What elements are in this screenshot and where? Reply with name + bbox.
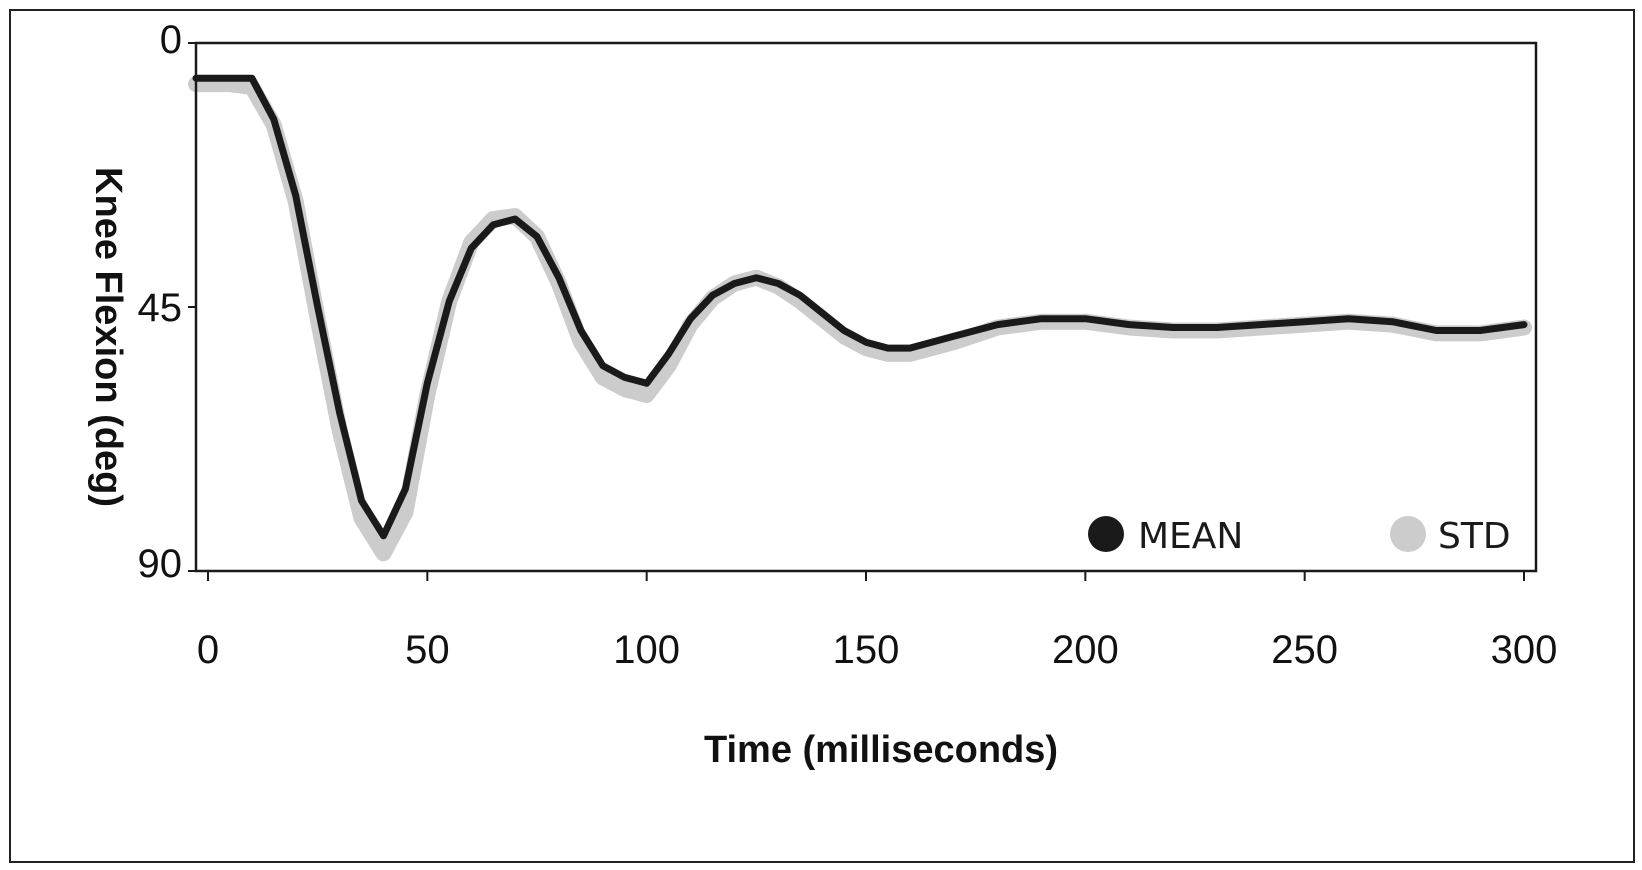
x-tick-label: 100 [613, 628, 680, 672]
x-axis-label: Time (milliseconds) [704, 729, 1058, 771]
legend-mean-marker [1088, 516, 1124, 552]
y-tick-label: 90 [138, 542, 183, 586]
legend-std-label: STD [1438, 516, 1511, 557]
x-tick-label: 150 [833, 628, 900, 672]
y-tick-label: 45 [138, 286, 183, 330]
y-axis-label: Knee Flexion (deg) [87, 167, 129, 507]
x-tick-label: 250 [1271, 628, 1338, 672]
x-tick-label: 200 [1052, 628, 1119, 672]
legend-std-marker [1390, 516, 1426, 552]
y-tick-label: 0 [160, 18, 182, 62]
legend-mean-label: MEAN [1138, 516, 1243, 557]
x-tick-label: 50 [405, 628, 450, 672]
x-tick-label: 0 [197, 628, 219, 672]
x-tick-label: 300 [1491, 628, 1558, 672]
